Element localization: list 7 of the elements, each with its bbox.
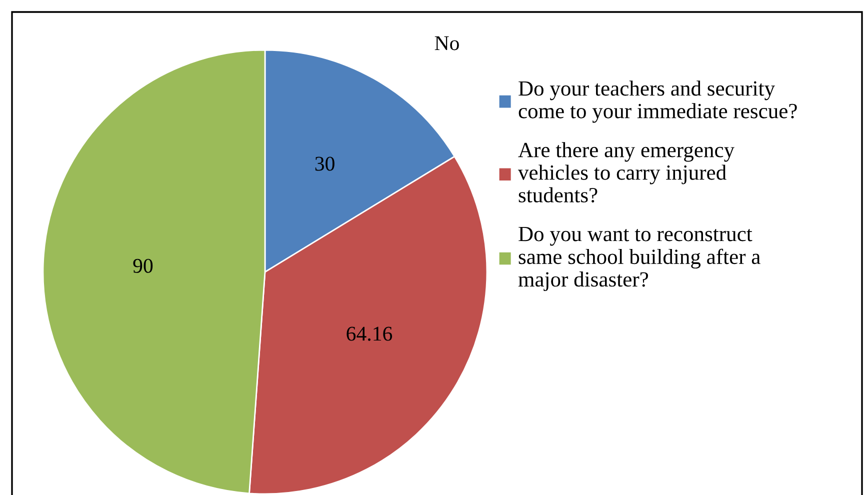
legend-label: Are there any emergency vehicles to carry injured students? xyxy=(518,142,734,203)
data-label: 30 xyxy=(315,156,334,171)
data-label: 64.16 xyxy=(346,326,392,341)
data-label: 90 xyxy=(133,258,153,273)
legend-label: Do you want to reconstruct same school building after a major disaster? xyxy=(518,226,760,292)
legend-label: Do your teachers and security come to your immediate rescue? xyxy=(518,80,797,123)
chart-title: No xyxy=(434,36,459,50)
